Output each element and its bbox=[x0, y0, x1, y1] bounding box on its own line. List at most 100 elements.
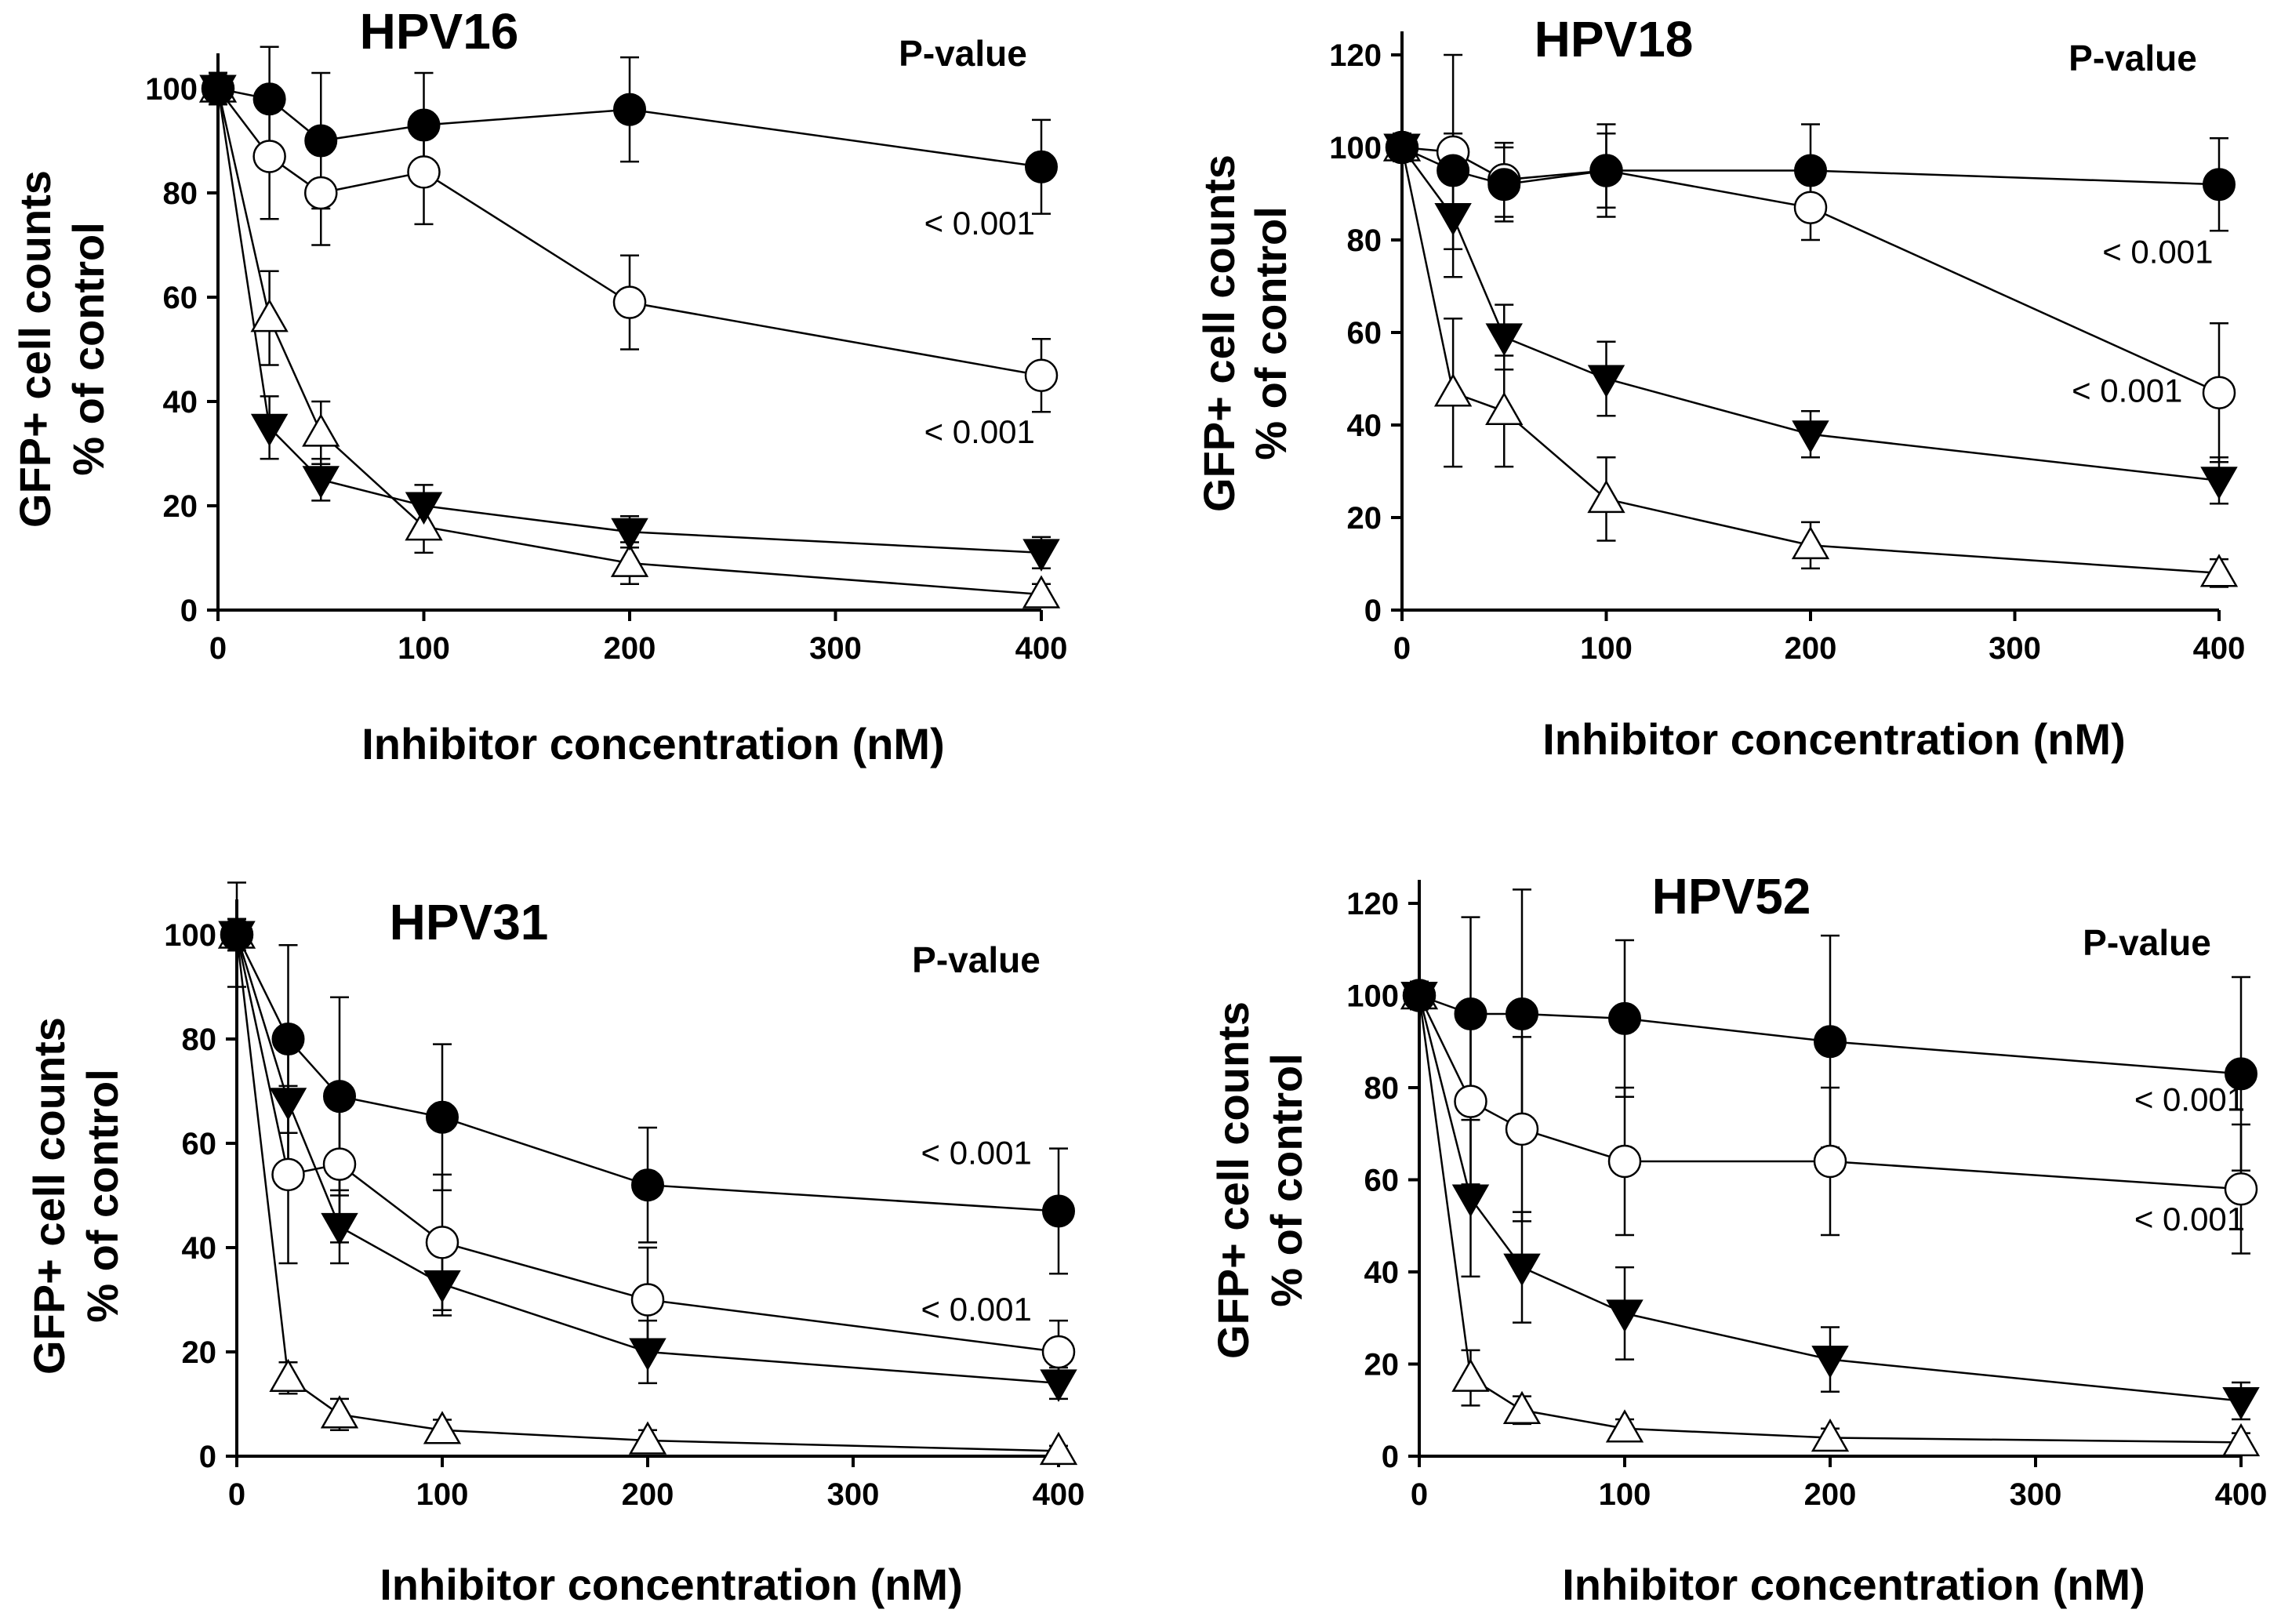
data-point-open-triangle-up bbox=[302, 413, 340, 447]
data-point-filled-triangle-down bbox=[2222, 1387, 2260, 1420]
data-point-filled-triangle-down bbox=[321, 1212, 358, 1246]
data-point-filled-triangle-down bbox=[1811, 1346, 1849, 1379]
p-value-annotation: < 0.001 bbox=[2134, 1081, 2245, 1117]
data-point-filled-circle bbox=[1042, 1194, 1075, 1228]
chart-panel-hpv18: 0 100 200 300 400 0 20 40 60 80 100 120 HPV18 P-value… bbox=[1194, 11, 2245, 764]
data-point-filled-triangle-down bbox=[1792, 420, 1829, 453]
x-axis-label: Inhibitor concentration (nM) bbox=[361, 719, 944, 768]
x-tick-label: 100 bbox=[416, 1477, 469, 1512]
series-line-open-triangle-up bbox=[216, 88, 1042, 596]
y-tick-label: 120 bbox=[1329, 38, 1382, 73]
p-value-annotation: < 0.001 bbox=[921, 1291, 1032, 1328]
data-point-filled-triangle-down bbox=[269, 1088, 307, 1121]
y-tick-label: 0 bbox=[1364, 594, 1382, 628]
x-axis-label: Inhibitor concentration (nM) bbox=[380, 1560, 962, 1609]
data-point-filled-triangle-down bbox=[1606, 1299, 1644, 1332]
y-axis-label-line2: % of control bbox=[78, 1069, 127, 1323]
data-point-open-triangle-up bbox=[1502, 1390, 1542, 1424]
p-value-header: P-value bbox=[899, 33, 1027, 74]
series-line-filled-circle bbox=[235, 934, 1059, 1212]
data-point-filled-circle bbox=[1608, 1001, 1641, 1035]
data-point-open-circle bbox=[1607, 1144, 1642, 1179]
x-tick-label: 200 bbox=[1804, 1477, 1857, 1512]
data-point-filled-circle bbox=[1487, 168, 1521, 202]
chart-panel-hpv31: 0 100 200 300 400 0 20 40 60 80 100 HPV31 P-value Inh… bbox=[24, 881, 1084, 1609]
data-point-open-circle bbox=[2224, 1172, 2258, 1206]
x-tick-label: 400 bbox=[2215, 1477, 2268, 1512]
x-tick-label: 100 bbox=[1580, 631, 1633, 666]
y-tick-label: 20 bbox=[1364, 1348, 1400, 1382]
data-point-open-triangle-up bbox=[2221, 1422, 2261, 1457]
data-point-filled-circle bbox=[407, 108, 441, 142]
y-tick-label: 100 bbox=[145, 72, 198, 107]
data-point-open-triangle-up bbox=[269, 1358, 307, 1392]
x-axis-label: Inhibitor concentration (nM) bbox=[1562, 1560, 2145, 1609]
y-tick-label: 20 bbox=[1347, 501, 1382, 536]
chart-title: HPV31 bbox=[390, 894, 549, 950]
p-value-header: P-value bbox=[2083, 922, 2211, 963]
data-point-open-triangle-up bbox=[1022, 575, 1061, 609]
y-tick-label: 80 bbox=[1364, 1071, 1400, 1106]
data-point-filled-circle bbox=[631, 1168, 664, 1202]
data-point-open-triangle-up bbox=[1451, 1358, 1490, 1392]
chart-panel-hpv52: 0 100 200 300 400 0 20 40 60 80 100 120 HPV52 P-value… bbox=[1208, 868, 2267, 1609]
y-tick-label: 0 bbox=[199, 1440, 216, 1474]
data-point-open-triangle-up bbox=[1605, 1409, 1644, 1443]
x-tick-label: 400 bbox=[1015, 631, 1068, 666]
y-tick-label: 100 bbox=[164, 918, 216, 953]
data-point-filled-circle bbox=[220, 918, 253, 951]
y-tick-label: 20 bbox=[163, 489, 198, 524]
data-point-filled-circle bbox=[271, 1023, 305, 1055]
p-value-annotation: < 0.001 bbox=[921, 1135, 1032, 1172]
y-tick-label: 80 bbox=[182, 1023, 217, 1057]
y-tick-label: 0 bbox=[180, 594, 198, 628]
y-axis-label-line2: % of control bbox=[1246, 206, 1295, 460]
x-tick-label: 200 bbox=[622, 1477, 674, 1512]
x-tick-label: 200 bbox=[604, 631, 656, 666]
data-point-filled-circle bbox=[1403, 979, 1436, 1012]
p-value-header: P-value bbox=[2069, 38, 2197, 78]
data-point-open-circle bbox=[304, 176, 338, 210]
series-line-filled-triangle-down bbox=[216, 88, 1042, 554]
data-point-open-triangle-up bbox=[628, 1421, 667, 1455]
data-point-open-circle bbox=[1505, 1112, 1539, 1146]
data-point-filled-triangle-down bbox=[2200, 467, 2238, 500]
data-point-open-circle bbox=[1793, 191, 1828, 224]
series-line-open-circle bbox=[235, 934, 1059, 1353]
data-point-open-triangle-up bbox=[610, 543, 649, 577]
data-point-open-triangle-up bbox=[1791, 525, 1830, 560]
y-axis-label-line2: % of control bbox=[64, 222, 113, 476]
x-tick-label: 0 bbox=[1411, 1477, 1428, 1512]
data-point-filled-circle bbox=[202, 72, 234, 105]
chart-panel-hpv16: 0 100 200 300 400 0 20 40 60 80 100 HPV16 P-value Inh… bbox=[10, 3, 1067, 768]
y-axis-label-line1: GFP+ cell counts bbox=[1208, 1001, 1258, 1359]
data-point-filled-circle bbox=[2225, 1057, 2257, 1091]
y-axis-label-line1: GFP+ cell counts bbox=[24, 1017, 74, 1375]
x-tick-label: 100 bbox=[398, 631, 450, 666]
p-value-annotation: < 0.001 bbox=[2134, 1201, 2245, 1237]
data-point-filled-circle bbox=[252, 82, 286, 116]
data-point-filled-circle bbox=[426, 1100, 459, 1134]
x-tick-label: 300 bbox=[2010, 1477, 2062, 1512]
data-point-filled-circle bbox=[1506, 997, 1538, 1030]
data-point-open-circle bbox=[612, 285, 647, 319]
p-value-header: P-value bbox=[912, 939, 1041, 980]
data-point-open-triangle-up bbox=[2199, 554, 2239, 587]
y-tick-label: 120 bbox=[1346, 887, 1399, 921]
chart-title: HPV52 bbox=[1652, 868, 1811, 925]
data-point-open-circle bbox=[2202, 376, 2236, 409]
x-tick-label: 300 bbox=[827, 1477, 880, 1512]
chart-title: HPV16 bbox=[360, 3, 519, 60]
data-point-open-triangle-up bbox=[320, 1395, 359, 1429]
data-point-open-circle bbox=[407, 155, 441, 189]
data-point-open-circle bbox=[425, 1226, 459, 1259]
data-point-open-circle bbox=[1454, 1084, 1487, 1118]
data-point-open-circle bbox=[252, 140, 286, 173]
data-point-open-triangle-up bbox=[1587, 479, 1625, 514]
data-point-open-triangle-up bbox=[423, 1411, 462, 1444]
data-point-filled-triangle-down bbox=[1022, 539, 1060, 572]
x-tick-label: 300 bbox=[1989, 631, 2041, 666]
y-tick-label: 40 bbox=[182, 1231, 217, 1266]
x-tick-label: 0 bbox=[1393, 631, 1411, 666]
